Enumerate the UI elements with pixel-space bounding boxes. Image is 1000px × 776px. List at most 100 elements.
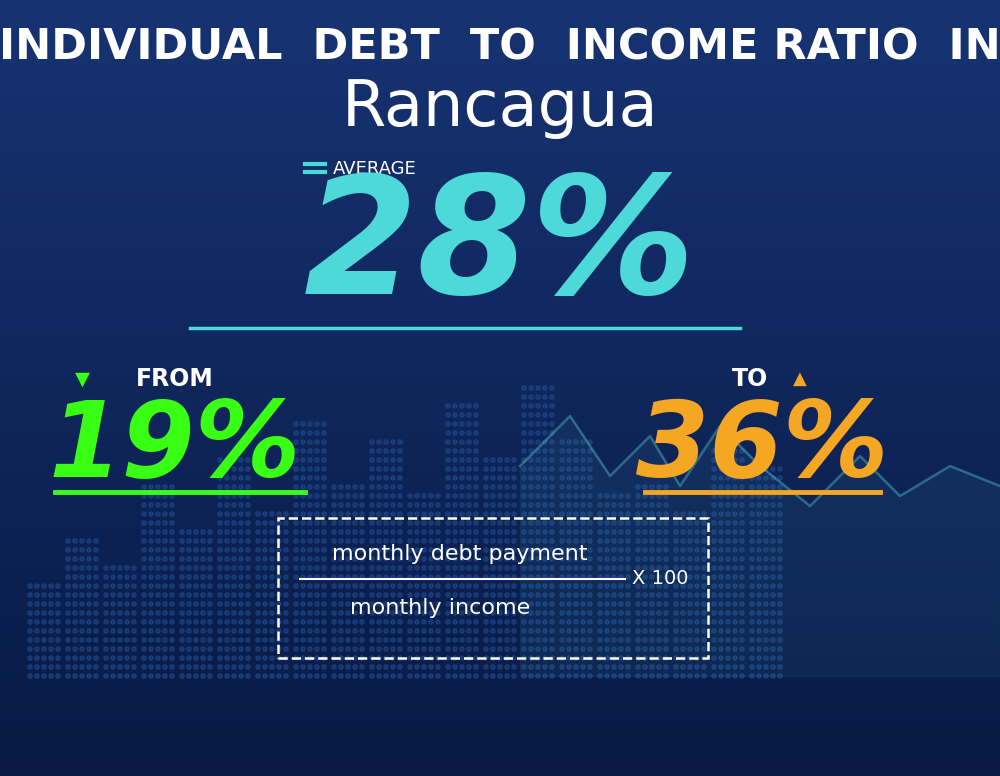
Circle shape — [353, 557, 357, 561]
Circle shape — [332, 656, 336, 660]
Circle shape — [512, 494, 516, 498]
Circle shape — [370, 638, 374, 643]
Circle shape — [453, 620, 457, 624]
Circle shape — [588, 566, 592, 570]
Circle shape — [681, 665, 685, 669]
Circle shape — [512, 521, 516, 525]
Circle shape — [740, 647, 744, 651]
Bar — [0, 133, 1000, 140]
Circle shape — [170, 512, 174, 516]
Circle shape — [118, 566, 122, 570]
Circle shape — [239, 485, 243, 489]
Text: INDIVIDUAL  DEBT  TO  INCOME RATIO  IN: INDIVIDUAL DEBT TO INCOME RATIO IN — [0, 27, 1000, 69]
Circle shape — [294, 503, 298, 508]
Circle shape — [460, 647, 464, 651]
Circle shape — [695, 620, 699, 624]
Circle shape — [232, 512, 236, 516]
Circle shape — [66, 611, 70, 615]
Circle shape — [567, 440, 571, 444]
Circle shape — [149, 593, 153, 598]
Bar — [0, 547, 1000, 553]
Circle shape — [702, 656, 706, 660]
Circle shape — [467, 656, 471, 660]
Circle shape — [35, 656, 39, 660]
Circle shape — [377, 629, 381, 633]
Circle shape — [156, 539, 160, 543]
Circle shape — [719, 566, 723, 570]
Circle shape — [201, 629, 205, 633]
Circle shape — [422, 557, 426, 561]
Circle shape — [522, 575, 526, 579]
Circle shape — [301, 674, 305, 678]
Circle shape — [256, 557, 260, 561]
Circle shape — [377, 449, 381, 453]
Circle shape — [353, 665, 357, 669]
Circle shape — [391, 512, 395, 516]
Circle shape — [474, 548, 478, 553]
Circle shape — [256, 611, 260, 615]
Circle shape — [484, 476, 488, 480]
Circle shape — [301, 440, 305, 444]
Circle shape — [398, 494, 402, 498]
Circle shape — [536, 485, 540, 489]
Circle shape — [474, 638, 478, 643]
Circle shape — [360, 620, 364, 624]
Circle shape — [574, 638, 578, 643]
Circle shape — [301, 422, 305, 426]
Circle shape — [605, 593, 609, 598]
Circle shape — [346, 494, 350, 498]
Bar — [0, 537, 1000, 543]
Circle shape — [453, 548, 457, 553]
Circle shape — [42, 656, 46, 660]
Circle shape — [322, 602, 326, 606]
Circle shape — [712, 620, 716, 624]
Circle shape — [695, 611, 699, 615]
Circle shape — [467, 629, 471, 633]
Circle shape — [598, 539, 602, 543]
Circle shape — [491, 467, 495, 471]
Circle shape — [522, 512, 526, 516]
Circle shape — [239, 647, 243, 651]
Circle shape — [284, 638, 288, 643]
Circle shape — [332, 575, 336, 579]
Circle shape — [484, 530, 488, 534]
Circle shape — [550, 674, 554, 678]
Circle shape — [636, 485, 640, 489]
Circle shape — [512, 458, 516, 462]
Circle shape — [529, 602, 533, 606]
Circle shape — [733, 575, 737, 579]
Circle shape — [598, 503, 602, 508]
Circle shape — [218, 494, 222, 498]
Circle shape — [391, 674, 395, 678]
Circle shape — [384, 449, 388, 453]
Circle shape — [771, 656, 775, 660]
Circle shape — [588, 557, 592, 561]
Circle shape — [315, 575, 319, 579]
Circle shape — [446, 539, 450, 543]
Circle shape — [474, 620, 478, 624]
Circle shape — [132, 647, 136, 651]
Text: ▼: ▼ — [74, 369, 90, 389]
Circle shape — [94, 557, 98, 561]
Circle shape — [73, 629, 77, 633]
Circle shape — [80, 656, 84, 660]
Circle shape — [771, 593, 775, 598]
Circle shape — [626, 602, 630, 606]
Bar — [0, 144, 1000, 150]
Circle shape — [581, 476, 585, 480]
Circle shape — [66, 656, 70, 660]
Circle shape — [581, 530, 585, 534]
Circle shape — [522, 458, 526, 462]
Circle shape — [56, 611, 60, 615]
Circle shape — [360, 503, 364, 508]
Circle shape — [757, 638, 761, 643]
Bar — [0, 682, 1000, 688]
Circle shape — [778, 575, 782, 579]
Circle shape — [163, 557, 167, 561]
Circle shape — [156, 575, 160, 579]
Circle shape — [605, 503, 609, 508]
Circle shape — [605, 530, 609, 534]
Circle shape — [712, 575, 716, 579]
Circle shape — [467, 413, 471, 417]
Bar — [0, 341, 1000, 347]
